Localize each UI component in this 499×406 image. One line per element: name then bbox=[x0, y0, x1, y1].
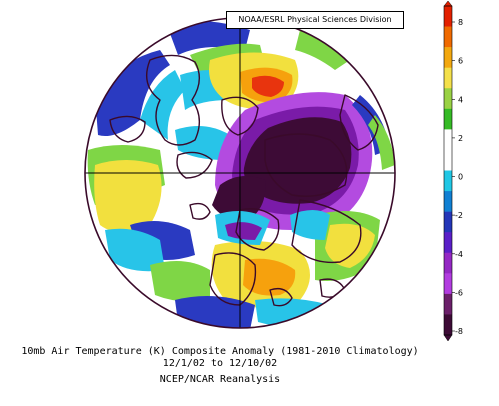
field-cyan-s2 bbox=[255, 298, 330, 327]
coast-islands-1 bbox=[269, 287, 293, 307]
colorbar-segment bbox=[444, 6, 452, 27]
colorbar-segment bbox=[444, 170, 452, 192]
coast-eurasia-b bbox=[291, 199, 362, 264]
colorbar-segment bbox=[444, 293, 452, 315]
colorbar-tick-label: 6 bbox=[458, 57, 463, 66]
coast-africa bbox=[209, 252, 257, 306]
field-green-ne bbox=[295, 30, 350, 70]
coast-asia-east bbox=[339, 94, 379, 151]
colorbar-tick-label: 8 bbox=[458, 18, 463, 27]
field-green-sw bbox=[150, 261, 210, 302]
colorbar-tick-label: 2 bbox=[458, 134, 463, 143]
colorbar-tick-label: -8 bbox=[455, 327, 463, 336]
coast-alaska bbox=[109, 115, 146, 143]
field-cyan-nw bbox=[140, 70, 185, 140]
colorbar-tick-label: -6 bbox=[455, 288, 463, 297]
colorbar-segment bbox=[444, 252, 452, 274]
colorbar-segment bbox=[444, 108, 452, 130]
field-blue-nw bbox=[95, 50, 170, 136]
colorbar-segment bbox=[444, 273, 452, 295]
colorbar: 8 6 4 2 0 -2 -4 -6 -8 bbox=[443, 0, 463, 342]
colorbar-segment bbox=[444, 88, 452, 110]
coast-europe bbox=[235, 208, 280, 251]
field-violet-s bbox=[225, 222, 262, 240]
field-yellow-w bbox=[94, 160, 162, 233]
field-yellow-se bbox=[325, 223, 375, 268]
caption-line-3: NCEP/NCAR Reanalysis bbox=[159, 374, 281, 385]
colorbar-segment bbox=[444, 314, 452, 336]
anomaly-field bbox=[87, 19, 395, 328]
colorbar-top-arrow bbox=[443, 0, 453, 7]
field-green-e bbox=[368, 115, 395, 170]
caption-line-1: 10mb Air Temperature (K) Composite Anoma… bbox=[21, 346, 419, 357]
coast-north-america bbox=[146, 54, 200, 146]
coast-eurasia-a bbox=[264, 133, 348, 197]
colorbar-segment bbox=[444, 67, 452, 89]
colorbar-segment bbox=[444, 149, 452, 171]
field-cyan-sw bbox=[105, 228, 165, 272]
colorbar-tick-label: 4 bbox=[458, 95, 463, 104]
credit-label: NOAA/ESRL Physical Sciences Division bbox=[226, 11, 404, 29]
caption-line-2: 12/1/02 to 12/10/02 bbox=[162, 358, 278, 369]
coastlines bbox=[109, 54, 379, 307]
colorbar-tick-label: 0 bbox=[458, 173, 463, 182]
coast-greenland bbox=[221, 96, 259, 136]
field-cyan-se bbox=[290, 210, 330, 240]
coast-islands-2 bbox=[189, 202, 211, 220]
field-cyan-c bbox=[175, 126, 230, 160]
colorbar-segment bbox=[444, 232, 452, 254]
colorbar-frame bbox=[443, 5, 453, 336]
colorbar-segment bbox=[444, 26, 452, 48]
colorbar-segment bbox=[444, 47, 452, 68]
graticule bbox=[85, 18, 395, 328]
colorbar-tick-label: -2 bbox=[455, 211, 463, 220]
polar-map bbox=[85, 18, 395, 328]
colorbar-tick-label: -4 bbox=[455, 250, 463, 259]
colorbar-bottom-arrow bbox=[443, 334, 453, 342]
colorbar-segment bbox=[444, 191, 452, 212]
colorbar-segment bbox=[444, 129, 452, 151]
colorbar-segment bbox=[444, 211, 452, 233]
field-red-n bbox=[252, 75, 284, 97]
field-darkpurple-c bbox=[212, 176, 266, 222]
field-orange-s bbox=[243, 258, 296, 296]
